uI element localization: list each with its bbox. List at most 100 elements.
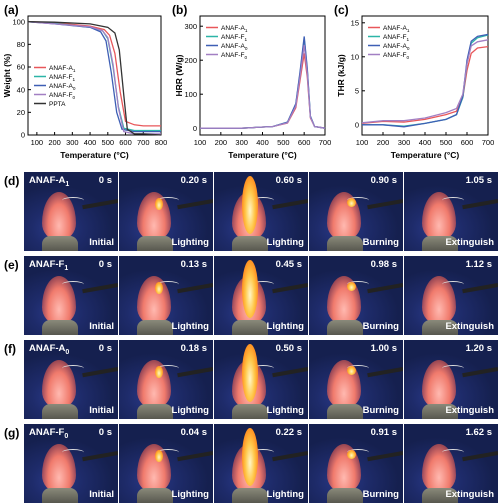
fiber-sample bbox=[62, 365, 84, 372]
burn-state: Lighting bbox=[171, 489, 209, 500]
tweezer-rod bbox=[367, 451, 403, 462]
charts-svg: (a)100 200 300 400 500 600 700 800020406080100T… bbox=[2, 3, 495, 160]
x-axis-label: Temperature (°C) bbox=[228, 150, 297, 160]
elapsed-time: 0.50 s bbox=[275, 343, 302, 354]
panel-label: (f) bbox=[4, 342, 16, 356]
legend-entry: ANAF-F0 bbox=[383, 52, 409, 60]
series-line-ANAF-F0 bbox=[27, 21, 161, 135]
x-tick-label: 200 bbox=[377, 138, 390, 147]
series-line-ANAF-F0 bbox=[200, 44, 326, 129]
flame-photo: 0.22 s Lighting bbox=[214, 424, 308, 503]
tweezer-rod bbox=[272, 199, 308, 210]
burner-nozzle bbox=[42, 320, 78, 335]
x-tick-label: 200 bbox=[48, 138, 61, 147]
x-tick-label: 700 bbox=[319, 138, 332, 147]
fiber-sample bbox=[347, 365, 369, 372]
x-tick-label: 600 bbox=[119, 138, 132, 147]
flame-photo: 0.04 s Lighting bbox=[119, 424, 213, 503]
tweezer-rod bbox=[272, 283, 308, 294]
x-tick-label: 700 bbox=[137, 138, 150, 147]
flame-photo: 0.18 s Lighting bbox=[119, 340, 213, 419]
y-axis-label: THR (kJ/g) bbox=[336, 54, 346, 97]
flame-photo: 0.98 s Burning bbox=[309, 256, 403, 335]
tweezer-rod bbox=[272, 451, 308, 462]
tweezer-rod bbox=[177, 367, 213, 378]
panel-label: (c) bbox=[334, 3, 349, 17]
tweezer-rod bbox=[367, 199, 403, 210]
legend-entry: ANAF-A0 bbox=[221, 43, 248, 51]
burner-nozzle bbox=[232, 236, 268, 251]
burn-state: Extinguish bbox=[445, 321, 494, 332]
x-tick-label: 200 bbox=[215, 138, 228, 147]
sample-fire bbox=[347, 282, 356, 291]
y-tick-label: 100 bbox=[184, 90, 197, 99]
legend-entry: ANAF-A1 bbox=[221, 25, 248, 33]
burn-state: Initial bbox=[89, 237, 114, 248]
burn-state: Initial bbox=[89, 321, 114, 332]
elapsed-time: 0.18 s bbox=[180, 343, 207, 354]
x-tick-label: 300 bbox=[66, 138, 79, 147]
x-tick-label: 400 bbox=[419, 138, 432, 147]
sample-name: ANAF-A1 bbox=[29, 175, 70, 188]
elapsed-time: 0 s bbox=[98, 343, 112, 354]
burn-state: Extinguish bbox=[445, 237, 494, 248]
series-line-ANAF-F1 bbox=[27, 21, 161, 132]
x-tick-label: 100 bbox=[356, 138, 369, 147]
burn-state: Lighting bbox=[266, 489, 304, 500]
burn-state: Extinguish bbox=[445, 405, 494, 416]
series-line-ANAF-A0 bbox=[200, 36, 326, 129]
burner-nozzle bbox=[42, 488, 78, 503]
elapsed-time: 1.12 s bbox=[465, 259, 492, 270]
burner-nozzle bbox=[42, 404, 78, 419]
x-tick-label: 100 bbox=[194, 138, 207, 147]
legend-entry: ANAF-A0 bbox=[49, 83, 76, 91]
x-tick-label: 500 bbox=[277, 138, 290, 147]
tweezer-rod bbox=[462, 367, 498, 378]
burner-nozzle bbox=[137, 320, 173, 335]
tweezer-rod bbox=[462, 283, 498, 294]
x-tick-label: 700 bbox=[482, 138, 495, 147]
tweezer-rod bbox=[367, 283, 403, 294]
fiber-sample bbox=[62, 197, 84, 204]
sample-name: ANAF-A0 bbox=[29, 343, 70, 356]
plot-frame bbox=[361, 15, 489, 136]
series-line-ANAF-F0 bbox=[361, 39, 489, 124]
burner-nozzle bbox=[422, 404, 458, 419]
y-tick-label: 60 bbox=[17, 63, 25, 72]
legend-entry: ANAF-A0 bbox=[383, 43, 410, 51]
elapsed-time: 0.90 s bbox=[370, 175, 397, 186]
flame-photo: 0.91 s Burning bbox=[309, 424, 403, 503]
legend-entry: ANAF-F1 bbox=[383, 34, 409, 42]
y-axis-label: Weight (%) bbox=[2, 53, 12, 97]
fiber-sample bbox=[252, 365, 274, 372]
charts-area: (a) 100 200 300 400 500 600 700 800 0 20 40 60 80 100 T… bbox=[0, 0, 500, 165]
series-line-ANAF-A1 bbox=[361, 45, 489, 125]
burn-state: Lighting bbox=[171, 237, 209, 248]
tweezer-rod bbox=[177, 451, 213, 462]
burn-state: Burning bbox=[362, 237, 399, 248]
burn-state: Lighting bbox=[266, 405, 304, 416]
elapsed-time: 1.05 s bbox=[465, 175, 492, 186]
sample-fire bbox=[242, 428, 258, 486]
fiber-sample bbox=[252, 197, 274, 204]
tweezer-rod bbox=[177, 199, 213, 210]
chart-panel-1: (b) 100 200 300 400 500 600 700 0 100 200 300 Temper… bbox=[172, 3, 331, 160]
elapsed-time: 0.13 s bbox=[180, 259, 207, 270]
elapsed-time: 1.62 s bbox=[465, 427, 492, 438]
sample-name: ANAF-F0 bbox=[29, 427, 69, 440]
burn-state: Lighting bbox=[171, 321, 209, 332]
flame-photo: 0.13 s Lighting bbox=[119, 256, 213, 335]
elapsed-time: 0.22 s bbox=[275, 427, 302, 438]
x-tick-label: 600 bbox=[461, 138, 474, 147]
fiber-sample bbox=[157, 281, 179, 288]
fiber-sample bbox=[442, 197, 464, 204]
y-tick-label: 300 bbox=[184, 22, 197, 31]
panel-label: (g) bbox=[4, 426, 20, 440]
fiber-sample bbox=[157, 449, 179, 456]
fiber-sample bbox=[442, 365, 464, 372]
burn-state: Lighting bbox=[266, 237, 304, 248]
series-line-ANAF-A0 bbox=[27, 21, 161, 133]
fiber-sample bbox=[252, 281, 274, 288]
tweezer-rod bbox=[272, 367, 308, 378]
burner-nozzle bbox=[137, 404, 173, 419]
